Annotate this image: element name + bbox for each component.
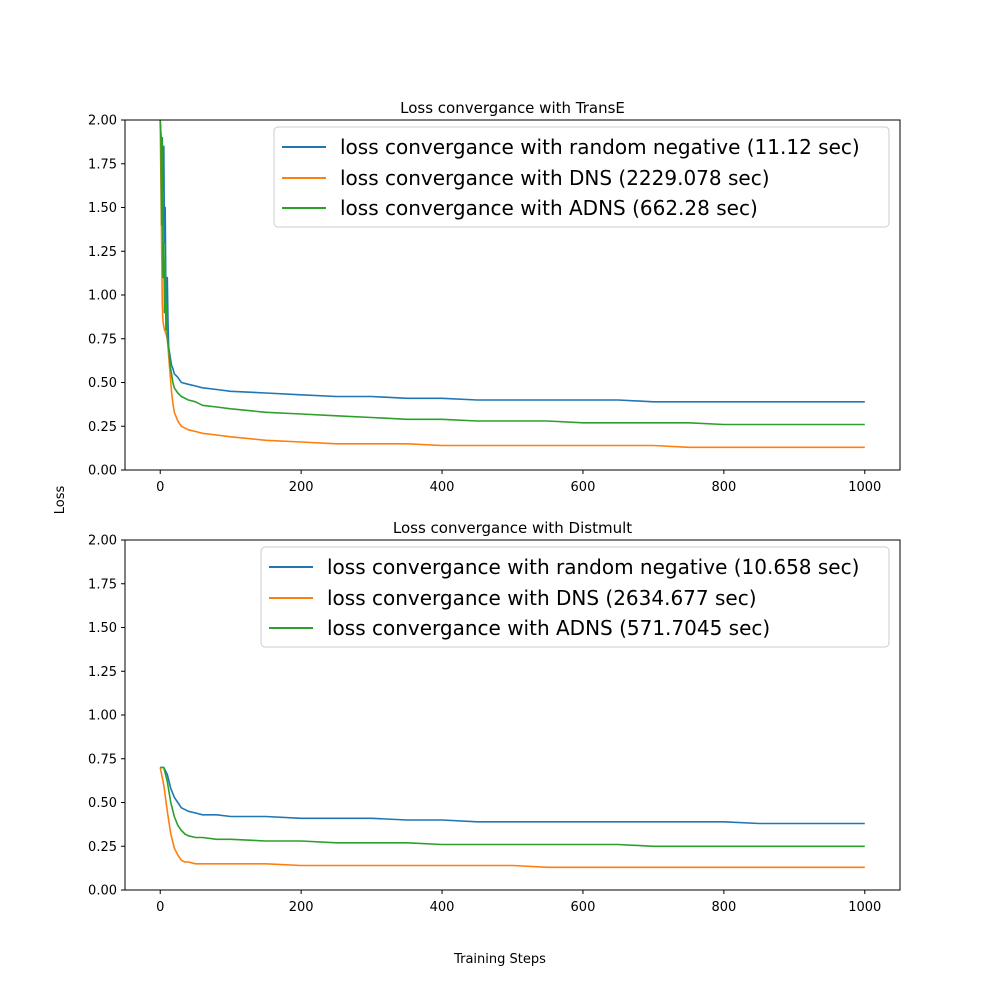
plot-frame-distmult [124, 539, 901, 891]
series-line-dns-distmult [159, 767, 865, 869]
chart-title-distmult: Loss convergance with Distmult [393, 519, 632, 537]
y-tick-label: 1.25 [88, 665, 117, 680]
y-tick-label: 0.00 [88, 884, 117, 899]
y-ticks-transe: 0.00 0.25 0.50 0.75 1.00 1.25 1.50 1.75 2.00 [88, 114, 125, 479]
x-ticks-distmult: 0 200 400 600 800 1000 [156, 890, 881, 915]
legend-label-random-distmult: loss convergance with random negative (1… [327, 555, 859, 579]
x-tick-label: 400 [430, 900, 455, 915]
y-tick-label: 1.75 [88, 157, 117, 172]
x-tick-label: 400 [430, 480, 455, 495]
y-tick-label: 0.25 [88, 420, 117, 435]
legend-box-transe [273, 126, 890, 228]
plot-frame-transe [124, 119, 901, 471]
chart-distmult: Loss convergance with Distmult 0 200 400 60… [88, 519, 901, 915]
figure-y-axis-label: Loss [53, 486, 68, 515]
x-tick-label: 0 [156, 480, 164, 495]
y-tick-label: 0.25 [88, 840, 117, 855]
x-tick-label: 1000 [848, 900, 881, 915]
legend-distmult: loss convergance with random negative (1… [260, 546, 890, 648]
y-ticks-distmult: 0.00 0.25 0.50 0.75 1.00 1.25 1.50 1.75 2.00 [88, 534, 125, 899]
y-tick-label: 1.50 [88, 201, 117, 216]
legend-label-dns-transe: loss convergance with DNS (2229.078 sec) [340, 166, 770, 190]
legend-label-random-transe: loss convergance with random negative (1… [340, 135, 860, 159]
y-tick-label: 1.00 [88, 709, 117, 724]
x-tick-label: 600 [571, 900, 596, 915]
series-line-adns-distmult [160, 766, 865, 848]
legend-transe: loss convergance with random negative (1… [273, 126, 890, 228]
legend-label-dns-distmult: loss convergance with DNS (2634.677 sec) [327, 586, 757, 610]
x-tick-label: 800 [711, 480, 736, 495]
legend-label-adns-distmult: loss convergance with ADNS (571.7045 sec… [327, 616, 770, 640]
x-tick-label: 200 [289, 480, 314, 495]
series-line-dns-transe [159, 120, 865, 449]
series-line-adns-transe [159, 120, 865, 426]
y-tick-label: 0.50 [88, 376, 117, 391]
x-tick-label: 800 [711, 900, 736, 915]
legend-box-distmult [260, 546, 890, 648]
y-tick-label: 2.00 [88, 534, 117, 549]
y-tick-label: 0.75 [88, 332, 117, 347]
lines-distmult [159, 766, 865, 869]
x-ticks-transe: 0 200 400 600 800 1000 [156, 470, 881, 495]
legend-label-adns-transe: loss convergance with ADNS (662.28 sec) [340, 196, 758, 220]
series-line-random-distmult [160, 766, 865, 825]
chart-transe: Loss convergance with TransE 0 200 400 600 8… [88, 99, 901, 495]
y-tick-label: 2.00 [88, 114, 117, 129]
x-tick-label: 0 [156, 900, 164, 915]
lines-transe [159, 120, 865, 449]
y-tick-label: 1.50 [88, 621, 117, 636]
y-tick-label: 1.00 [88, 289, 117, 304]
figure-x-axis-label: Training Steps [453, 952, 546, 967]
y-tick-label: 0.50 [88, 796, 117, 811]
x-tick-label: 200 [289, 900, 314, 915]
x-tick-label: 600 [571, 480, 596, 495]
y-tick-label: 0.75 [88, 752, 117, 767]
y-tick-label: 1.25 [88, 245, 117, 260]
x-tick-label: 1000 [848, 480, 881, 495]
y-tick-label: 0.00 [88, 464, 117, 479]
chart-title-transe: Loss convergance with TransE [400, 99, 625, 117]
y-tick-label: 1.75 [88, 577, 117, 592]
